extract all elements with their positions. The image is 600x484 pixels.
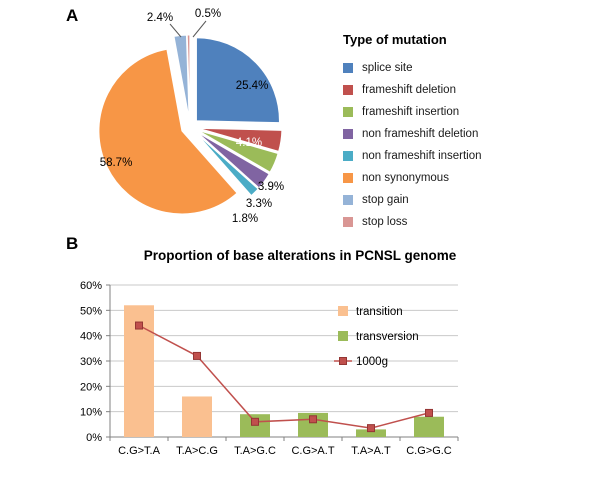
legend-label: stop gain (362, 193, 409, 206)
legend-item-non-frameshift-deletion: non frameshift deletion (343, 127, 553, 140)
pie-slice-non-synonymous (98, 48, 238, 215)
legend-swatch-frameshift-insertion (343, 106, 353, 117)
legend-label: non frameshift deletion (362, 127, 479, 140)
pie-pct-label-frameshift-insertion: 3.9% (258, 181, 284, 193)
pie-pct-label-stop-gain: 2.4% (147, 12, 173, 24)
legend-item-non-frameshift-insertion: non frameshift insertion (343, 149, 553, 162)
legend-swatch-stop-loss (343, 216, 353, 227)
pie-legend: Type of mutation splice site frameshift d… (343, 32, 553, 237)
bar-transition-t-a-c-g (182, 396, 212, 437)
y-tick-label: 40% (80, 331, 102, 343)
bar-legend-swatch-transversion (338, 331, 348, 341)
bar-transversion-t-a-a-t (356, 429, 386, 437)
bar-legend-label-1000g: 1000g (356, 356, 388, 368)
legend-label: frameshift insertion (362, 105, 460, 118)
bar-legend-marker-1000g (339, 357, 347, 365)
bar-chart-title: Proportion of base alterations in PCNSL … (143, 248, 457, 263)
bar-legend-label-transversion: transversion (356, 331, 419, 343)
pie-slice-non-frameshift-insertion (195, 133, 259, 197)
pie-slice-stop-loss (186, 34, 191, 119)
pie-pct-label-stop-loss: 0.5% (195, 8, 221, 20)
legend-swatch-frameshift-deletion (343, 84, 353, 95)
bar-legend-label-transition: transition (356, 306, 403, 318)
pie-slice-non-frameshift-deletion (196, 131, 270, 189)
pie-pct-label-frameshift-deletion: 4.1% (236, 137, 262, 149)
y-tick-label: 30% (80, 356, 102, 368)
pie-pct-label-non-synonymous: 58.7% (100, 157, 133, 169)
legend-swatch-splice-site (343, 62, 353, 73)
pie-pct-label-non-frameshift-deletion: 3.3% (246, 198, 272, 210)
legend-item-frameshift-deletion: frameshift deletion (343, 83, 553, 96)
bar-line-chart: 0% 10% 20% 30% 40% 50% 60% C.G>T.A T.A>C.G T.A>G.… (80, 280, 459, 457)
line-marker-c-g-a-t (309, 415, 317, 424)
legend-item-stop-gain: stop gain (343, 193, 553, 206)
x-tick-label-c-g-a-t: C.G>A.T (291, 445, 334, 457)
legend-swatch-stop-gain (343, 194, 353, 205)
pie-chart: 25.4% 4.1% 3.9% 3.3% 1.8% 58.7% 2.4% 0.5% (98, 8, 284, 225)
legend-item-non-synonymous: non synonymous (343, 171, 553, 184)
line-marker-t-a-g-c (251, 417, 259, 426)
pie-slice-frameshift-deletion (198, 127, 283, 152)
line-marker-t-a-a-t (367, 424, 375, 433)
x-tick-label-t-a-c-g: T.A>C.G (176, 445, 218, 457)
x-tick-label-t-a-g-c: T.A>G.C (234, 445, 276, 457)
y-tick-label: 50% (80, 305, 102, 317)
y-tick-label: 20% (80, 381, 102, 393)
line-1000g (138, 324, 430, 429)
y-tick-label: 60% (80, 280, 102, 292)
pie-pct-label-non-frameshift-insertion: 1.8% (232, 213, 258, 225)
line-marker-c-g-t-a (135, 321, 143, 330)
line-marker-t-a-c-g (193, 351, 201, 360)
pie-legend-title: Type of mutation (343, 32, 447, 47)
legend-label: frameshift deletion (362, 83, 456, 96)
legend-swatch-non-synonymous (343, 172, 353, 183)
legend-label: non synonymous (362, 171, 449, 184)
legend-swatch-non-frameshift-insertion (343, 150, 353, 161)
legend-label: non frameshift insertion (362, 149, 482, 162)
pie-slice-splice-site (195, 37, 280, 124)
pie-legend-items: splice site frameshift deletion frameshift… (343, 61, 553, 228)
x-tick-label-c-g-t-a: C.G>T.A (118, 445, 161, 457)
panel-a-label: A (66, 6, 79, 25)
y-tick-label: 0% (86, 432, 102, 444)
bar-transversion-c-g-g-c (414, 416, 444, 437)
x-tick-label-c-g-g-c: C.G>G.C (406, 445, 452, 457)
legend-item-stop-loss: stop loss (343, 215, 553, 228)
line-marker-c-g-g-c (425, 408, 433, 417)
x-tick-label-t-a-a-t: T.A>A.T (351, 445, 391, 457)
pie-pct-label-splice-site: 25.4% (236, 80, 269, 92)
legend-label: splice site (362, 61, 413, 74)
panel-b-label: B (66, 234, 79, 253)
legend-label: stop loss (362, 215, 408, 228)
legend-item-splice-site: splice site (343, 61, 553, 74)
pie-slice-frameshift-insertion (198, 130, 279, 173)
y-tick-label: 10% (80, 407, 102, 419)
leader-line (192, 20, 207, 38)
leader-line (169, 23, 182, 38)
legend-swatch-non-frameshift-deletion (343, 128, 353, 139)
legend-item-frameshift-insertion: frameshift insertion (343, 105, 553, 118)
bar-legend-swatch-transition (338, 306, 348, 316)
